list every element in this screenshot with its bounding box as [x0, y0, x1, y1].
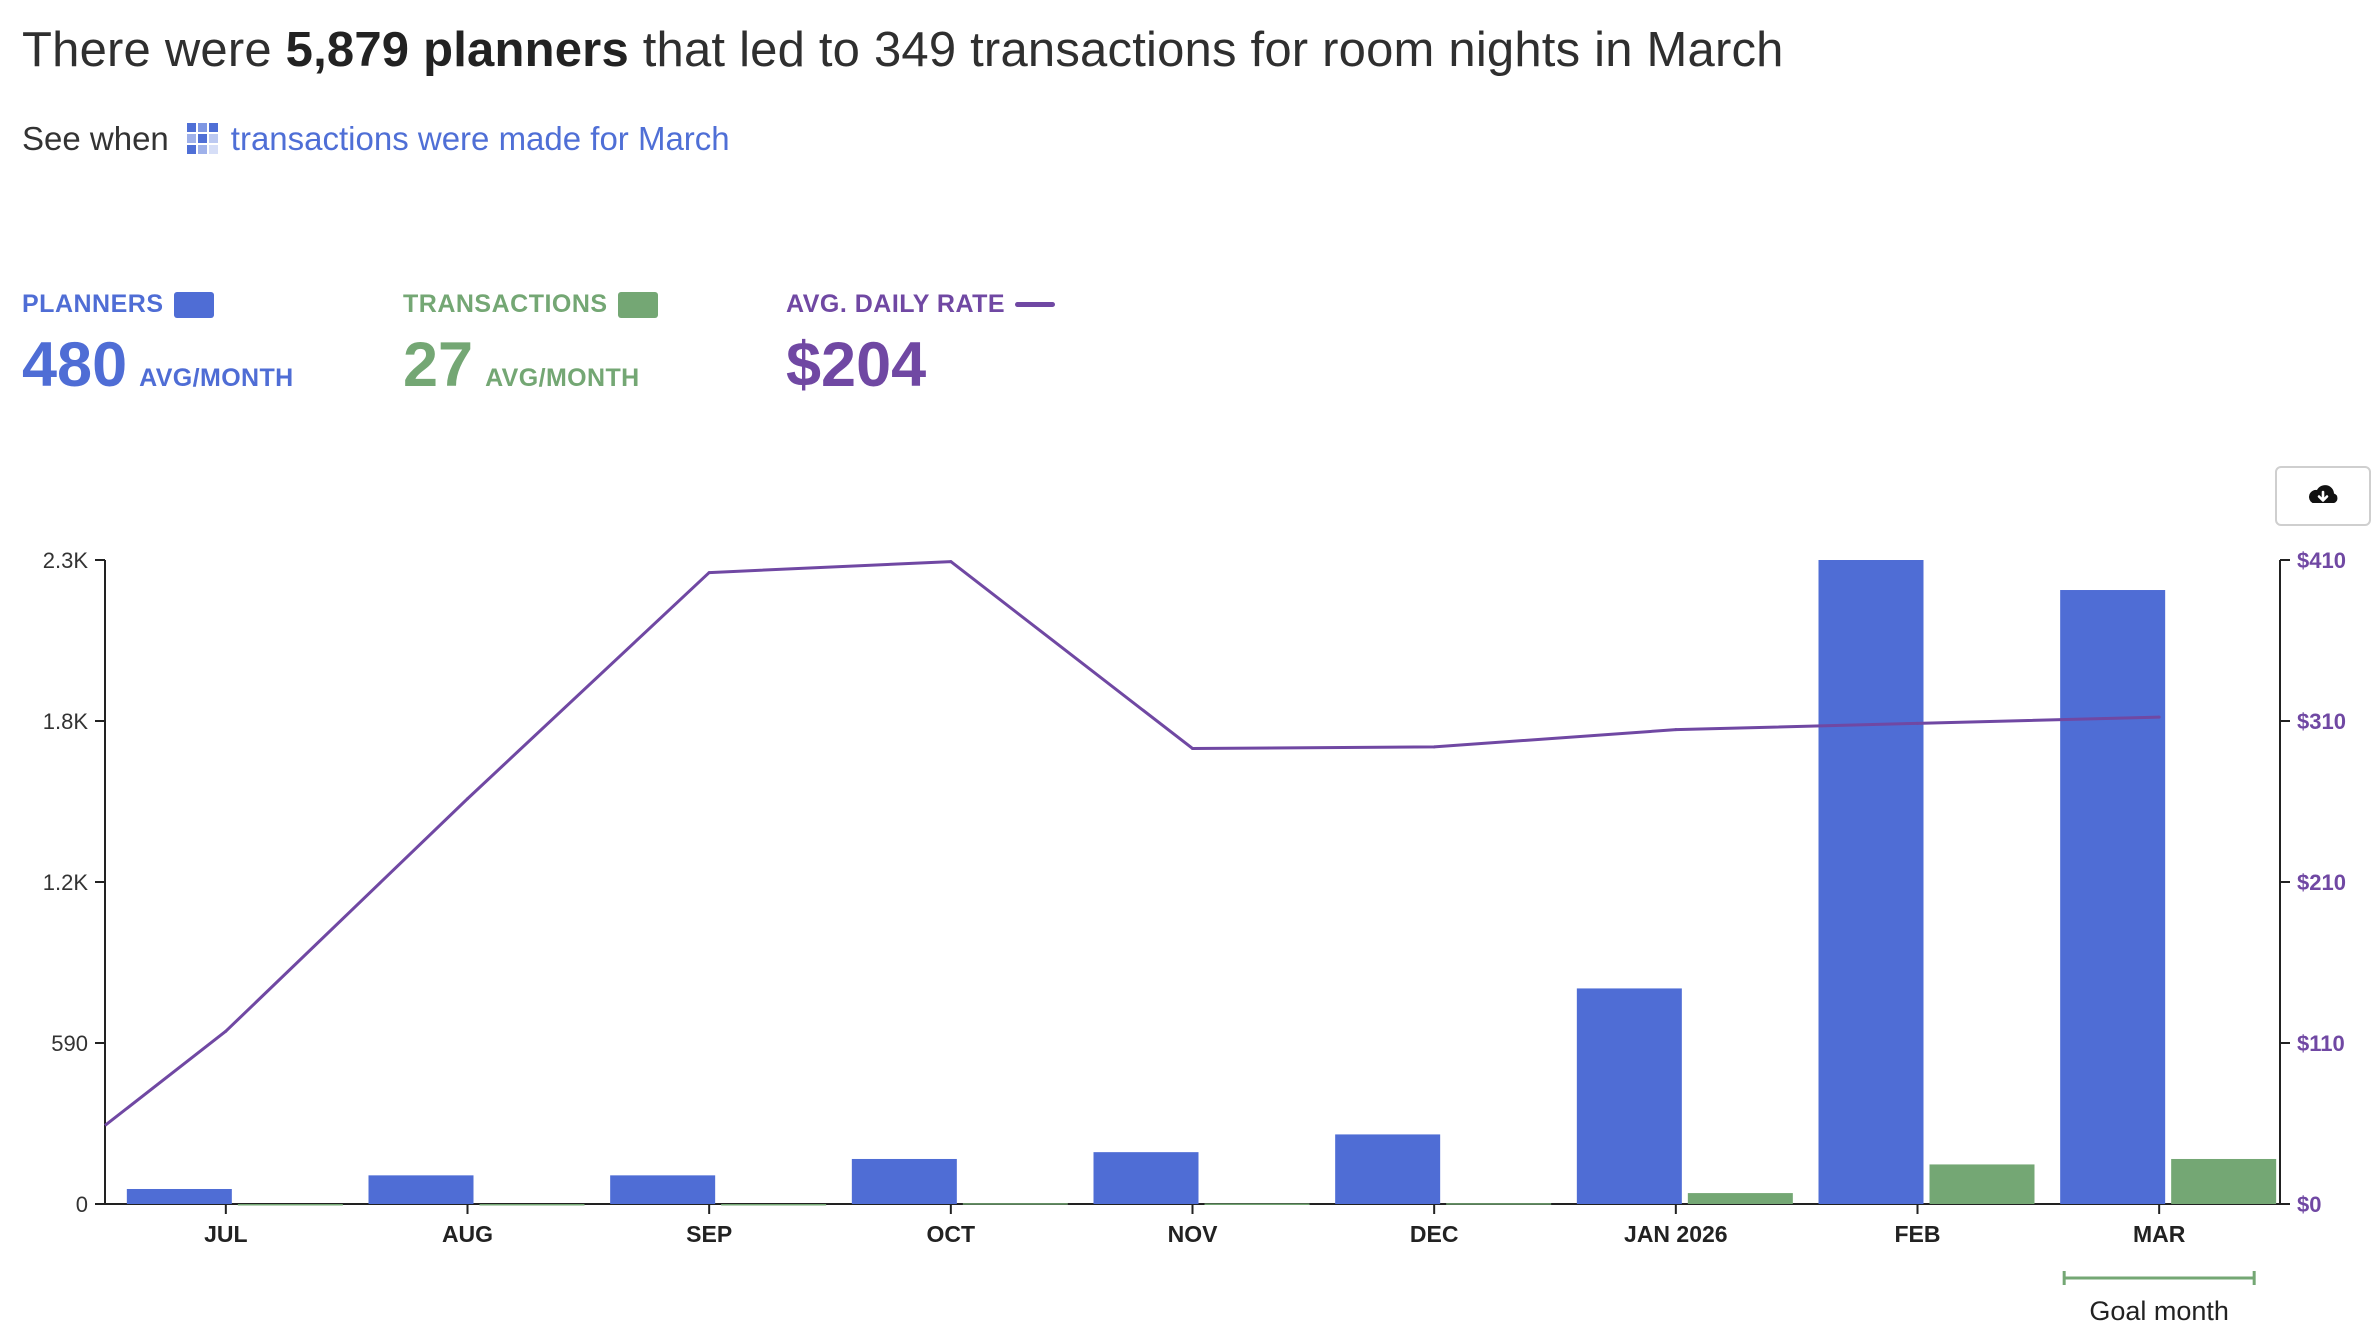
kpi-adr-value: $204 [786, 330, 927, 400]
transactions-link[interactable]: transactions were made for March [230, 120, 730, 157]
planners-bar [1093, 1152, 1199, 1204]
x-tick-label: DEC [1410, 1221, 1459, 1247]
headline-post: that led to 349 transactions for room ni… [628, 23, 1784, 77]
right-tick-label: $310 [2297, 709, 2346, 734]
transactions-bar [1204, 1203, 1310, 1205]
adr-point [466, 797, 469, 801]
planners-bar [610, 1175, 716, 1204]
headline-pre: There were [22, 23, 286, 77]
x-tick-label: SEP [686, 1221, 732, 1247]
adr-point [707, 571, 711, 575]
right-tick-label: $0 [2297, 1192, 2321, 1217]
x-tick-label: OCT [927, 1221, 976, 1247]
x-tick-label: AUG [442, 1221, 493, 1247]
transactions-bar [237, 1204, 343, 1206]
download-button[interactable] [2275, 466, 2371, 526]
adr-point [1916, 721, 1919, 725]
goal-month-label: Goal month [2089, 1296, 2229, 1326]
transactions-bar [721, 1204, 827, 1206]
kpi-transactions-value: 27 [403, 330, 474, 400]
see-when-row: See when transactions were made for Marc… [22, 120, 730, 158]
kpi-transactions-label: TRANSACTIONS [403, 290, 608, 318]
planners-bar [1576, 988, 1682, 1204]
planners-bar [851, 1158, 957, 1204]
transactions-bar [1687, 1193, 1793, 1204]
kpi-adr-label: AVG. DAILY RATE [786, 290, 1006, 318]
transactions-bar [962, 1203, 1068, 1205]
kpi-planners: PLANNERS 480 AVG/MONTH [22, 290, 294, 401]
kpi-planners-unit: AVG/MONTH [139, 364, 294, 392]
right-tick-label: $210 [2297, 870, 2346, 895]
adr-legend-line [1015, 302, 1056, 307]
page-headline: There were 5,879 planners that led to 34… [22, 22, 1784, 78]
adr-point [1674, 728, 1678, 732]
adr-point [1191, 746, 1194, 750]
kpi-transactions: TRANSACTIONS 27 AVG/MONTH [403, 290, 658, 401]
x-tick-label: JUL [204, 1221, 247, 1247]
see-when-prefix: See when [22, 120, 169, 157]
transactions-bar [1446, 1203, 1552, 1205]
adr-point [1432, 745, 1436, 749]
adr-line [104, 560, 2160, 1127]
transactions-bar [479, 1204, 585, 1206]
adr-point [2157, 715, 2161, 719]
adr-point [224, 1029, 228, 1033]
grid-icon [186, 123, 218, 154]
left-tick-label: 1.2K [43, 870, 89, 895]
kpi-planners-label: PLANNERS [22, 290, 164, 318]
transactions-bar [2171, 1158, 2277, 1204]
kpi-avg-daily-rate: AVG. DAILY RATE $204 [786, 290, 1056, 401]
right-tick-label: $410 [2297, 548, 2346, 573]
planners-bar [1335, 1134, 1441, 1204]
left-tick-label: 1.8K [43, 709, 89, 734]
cloud-download-icon [2308, 485, 2338, 503]
headline-bold: 5,879 planners [285, 23, 629, 77]
planners-bar [2060, 590, 2166, 1204]
kpi-transactions-unit: AVG/MONTH [485, 364, 640, 392]
left-tick-label: 2.3K [43, 548, 89, 573]
right-tick-label: $110 [2297, 1031, 2345, 1056]
x-tick-label: FEB [1895, 1221, 1941, 1247]
planners-legend-swatch [173, 291, 214, 318]
x-tick-label: MAR [2133, 1221, 2186, 1247]
x-tick-label: JAN 2026 [1624, 1221, 1728, 1247]
planners-bar [368, 1175, 474, 1204]
planners-bar [126, 1188, 232, 1204]
x-tick-label: NOV [1168, 1221, 1219, 1247]
left-tick-label: 590 [51, 1031, 88, 1056]
left-tick-label: 0 [76, 1192, 88, 1217]
planners-bar [1818, 560, 1924, 1204]
kpi-planners-value: 480 [22, 330, 128, 400]
transactions-legend-swatch [617, 291, 658, 318]
adr-point [949, 560, 953, 564]
transactions-bar [1929, 1164, 2035, 1204]
